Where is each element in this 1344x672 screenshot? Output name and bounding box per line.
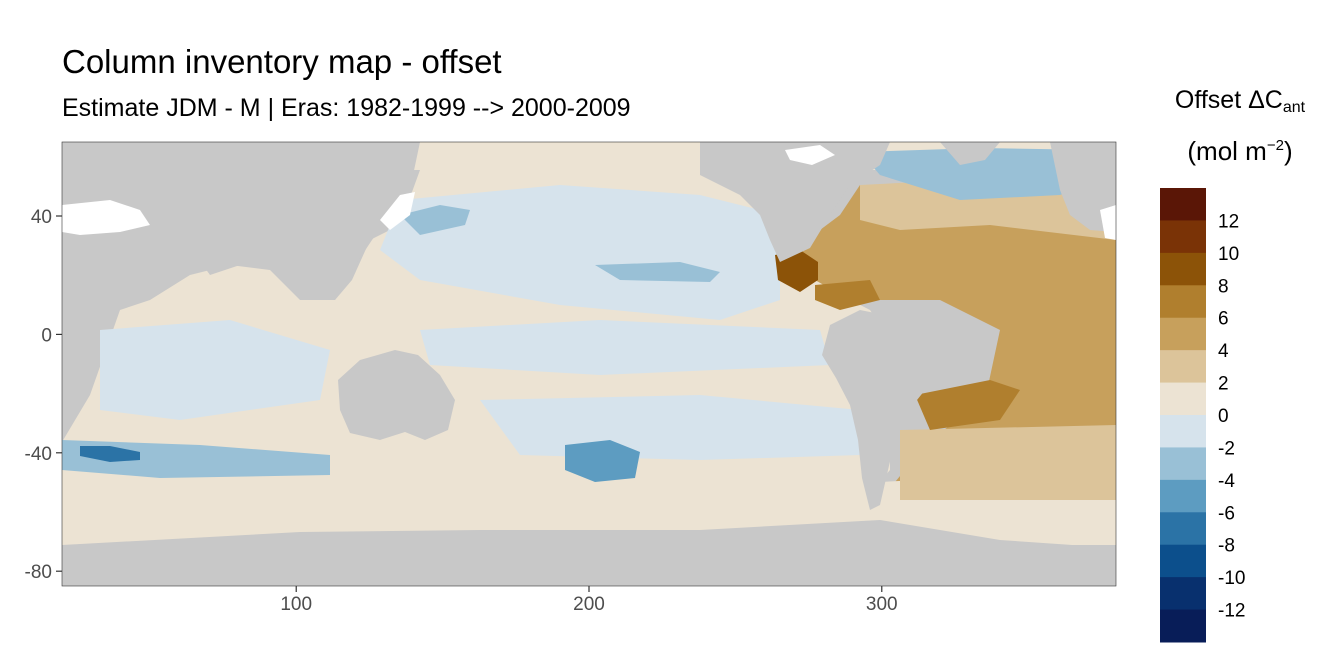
legend-color-bin bbox=[1160, 285, 1206, 319]
land-asia bbox=[62, 142, 420, 300]
anomaly-south-pacific-strong bbox=[565, 440, 640, 482]
legend-break-label: -10 bbox=[1218, 568, 1245, 589]
legend-unit: (mol m−2) bbox=[1152, 136, 1328, 167]
missing-data-hudson bbox=[785, 145, 835, 165]
anomaly-east-atlantic bbox=[815, 280, 880, 310]
legend-color-bin bbox=[1160, 382, 1206, 416]
anomaly-canary-region bbox=[775, 250, 818, 292]
x-tick-label: 200 bbox=[573, 594, 605, 615]
legend-color-bin bbox=[1160, 350, 1206, 384]
anomaly-south-atlantic-dark bbox=[915, 380, 1020, 430]
legend-break-label: -2 bbox=[1218, 438, 1235, 459]
land-europe bbox=[1050, 142, 1116, 232]
y-tick-label: -40 bbox=[25, 444, 52, 465]
missing-data-north-asia bbox=[62, 200, 150, 235]
y-tick-label: -80 bbox=[25, 562, 52, 583]
legend-break-label: 0 bbox=[1218, 406, 1229, 427]
legend-color-bin bbox=[1160, 317, 1206, 351]
legend-title-main: Offset ΔC bbox=[1174, 86, 1283, 114]
missing-data-okhotsk bbox=[380, 192, 415, 230]
legend-break-label: -12 bbox=[1218, 601, 1245, 622]
anomaly-southern-indian bbox=[62, 440, 330, 478]
legend-unit-close: ) bbox=[1283, 136, 1293, 166]
legend-color-bin bbox=[1160, 415, 1206, 448]
y-tick-label: 40 bbox=[31, 207, 52, 228]
x-tick-label: 100 bbox=[280, 594, 312, 615]
x-tick-label: 300 bbox=[866, 594, 898, 615]
ocean-south-atlantic-light bbox=[900, 425, 1116, 500]
legend-colorbar: 12 10 8 6 4 2 0 -2 -4 -6 -8 -10 -12 bbox=[1160, 188, 1245, 643]
legend-color-bin bbox=[1160, 577, 1206, 611]
legend-break-label: 4 bbox=[1218, 341, 1229, 362]
legend-break-label: 8 bbox=[1218, 276, 1229, 297]
land-africa bbox=[62, 240, 175, 330]
legend-break-label: 2 bbox=[1218, 374, 1229, 395]
missing-data-baltic bbox=[1100, 205, 1116, 240]
anomaly-southern-indian-dark bbox=[80, 446, 140, 462]
anomaly-central-pacific-stripe bbox=[595, 262, 720, 282]
legend-break-label: -4 bbox=[1218, 471, 1235, 492]
legend-color-bin bbox=[1160, 447, 1206, 481]
legend-break-label: 12 bbox=[1218, 211, 1239, 232]
chart-title: Column inventory map - offset bbox=[62, 43, 502, 80]
legend-break-label: 6 bbox=[1218, 309, 1229, 330]
land-antarctica bbox=[62, 520, 1116, 586]
legend-break-label: 10 bbox=[1218, 244, 1239, 265]
anomaly-north-atlantic bbox=[860, 148, 1110, 200]
legend-color-bin bbox=[1160, 252, 1206, 286]
anomaly-kuroshio bbox=[400, 205, 470, 235]
legend-color-bin bbox=[1160, 544, 1206, 578]
legend-color-bin bbox=[1160, 512, 1206, 546]
legend-break-label: -6 bbox=[1218, 503, 1235, 524]
anomaly-equatorial-pacific bbox=[420, 320, 830, 375]
legend-color-bin bbox=[1160, 188, 1206, 221]
land-south-america bbox=[822, 310, 955, 510]
legend-unit-main: (mol m bbox=[1187, 136, 1267, 166]
chart-subtitle: Estimate JDM - M | Eras: 1982-1999 --> 2… bbox=[62, 94, 631, 122]
map-panel bbox=[62, 142, 1116, 586]
legend-color-bin bbox=[1160, 220, 1206, 254]
anomaly-north-pacific bbox=[380, 185, 780, 320]
anomaly-south-pacific bbox=[480, 395, 860, 460]
legend-unit-superscript: −2 bbox=[1266, 137, 1284, 154]
legend-break-label: -8 bbox=[1218, 536, 1235, 557]
anomaly-indian bbox=[100, 320, 330, 420]
legend-color-bin bbox=[1160, 609, 1206, 643]
land-greenland bbox=[940, 142, 1000, 165]
legend-title-subscript: ant bbox=[1282, 99, 1306, 116]
y-tick-label: 0 bbox=[41, 325, 52, 346]
land-north-america bbox=[700, 142, 890, 262]
legend-title: Offset ΔCant bbox=[1152, 86, 1328, 117]
legend-color-bin bbox=[1160, 479, 1206, 513]
land-australia bbox=[338, 350, 455, 440]
